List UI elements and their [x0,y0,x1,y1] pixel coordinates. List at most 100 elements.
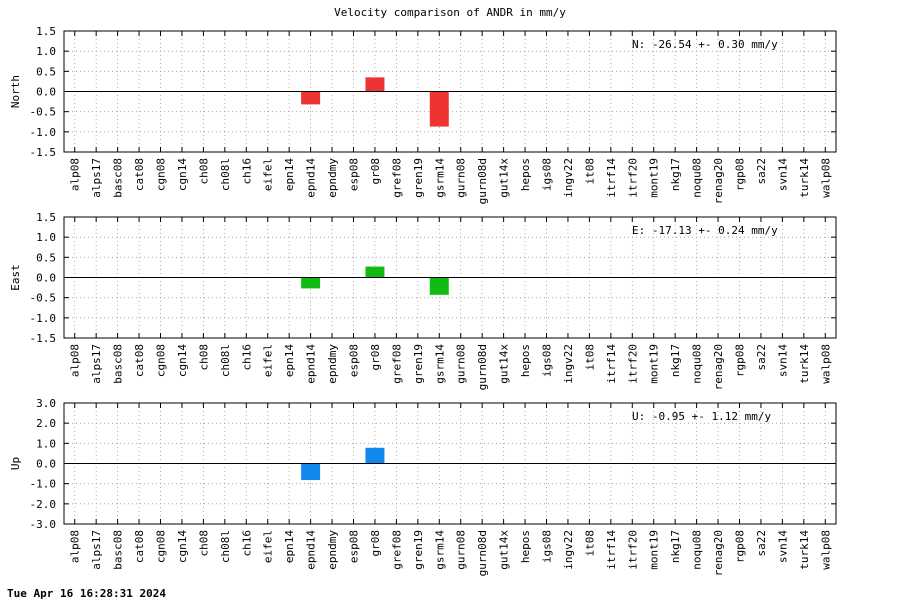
x-tick-label: epndmy [326,158,339,198]
x-tick-label: gref08 [390,530,403,570]
x-tick-label: noqu08 [691,344,704,384]
x-tick-label: gurn08 [455,344,468,384]
x-tick-label: epnd14 [305,158,318,198]
x-tick-label: ch08l [219,530,232,563]
x-tick-label: svn14 [776,158,789,191]
y-tick-label: 1.5 [36,211,56,224]
x-tick-label: cat08 [133,530,146,563]
x-tick-label: esp08 [348,530,361,563]
y-axis-label: Up [9,457,22,470]
x-tick-label: igs08 [541,344,554,377]
x-tick-label: walp08 [819,344,832,384]
x-tick-label: itrf20 [626,158,639,198]
x-tick-label: noqu08 [691,158,704,198]
x-tick-label: alp08 [69,158,82,191]
y-tick-label: -0.5 [30,292,57,305]
x-tick-label: cgn14 [176,530,189,563]
x-tick-label: ingv22 [562,530,575,570]
x-tick-label: sa22 [755,530,768,557]
x-tick-label: alp08 [69,530,82,563]
y-tick-label: -2.0 [30,498,57,511]
x-tick-label: it08 [583,344,596,371]
x-tick-label: gren19 [412,158,425,198]
x-tick-label: basc08 [112,530,125,570]
x-tick-label: cgn14 [176,344,189,377]
x-tick-label: esp08 [348,344,361,377]
x-tick-label: basc08 [112,158,125,198]
y-tick-label: 0.5 [36,65,56,78]
x-tick-label: gut14x [498,530,511,570]
x-tick-label: ch08l [219,158,232,191]
x-tick-label: it08 [583,530,596,557]
x-tick-label: alps17 [90,344,103,384]
x-tick-label: svn14 [776,530,789,563]
x-tick-label: turk14 [798,530,811,570]
x-tick-label: itrf14 [605,344,618,384]
bar-epnd14 [301,463,321,481]
y-tick-label: 1.0 [36,437,56,450]
x-tick-label: gsrm14 [433,530,446,570]
bar-gr08 [365,447,385,464]
x-tick-label: nkg17 [669,158,682,191]
x-tick-label: gurn08d [476,158,489,204]
x-tick-label: gren19 [412,344,425,384]
y-tick-label: -1.5 [30,146,57,159]
x-tick-label: walp08 [819,530,832,570]
x-tick-label: eifel [262,158,275,191]
y-tick-label: -1.0 [30,126,57,139]
x-tick-label: epnd14 [305,530,318,570]
x-tick-label: gsrm14 [433,158,446,198]
y-tick-label: -0.5 [30,106,57,119]
x-tick-label: nkg17 [669,530,682,563]
x-tick-label: ingv22 [562,344,575,384]
x-tick-label: ch16 [240,530,253,557]
x-tick-label: ch16 [240,344,253,371]
x-tick-label: cgn08 [155,158,168,191]
x-tick-label: gurn08d [476,530,489,576]
x-tick-label: gren19 [412,530,425,570]
y-tick-label: 1.0 [36,45,56,58]
x-tick-label: alps17 [90,158,103,198]
x-tick-label: gut14x [498,344,511,384]
bar-gr08 [365,77,385,92]
bar-gr08 [365,266,385,278]
x-tick-label: mont19 [648,344,661,384]
bar-epnd14 [301,91,321,105]
x-tick-label: nkg17 [669,344,682,377]
y-tick-label: 0.0 [36,86,56,99]
x-tick-label: eifel [262,530,275,563]
x-tick-label: renag20 [712,158,725,204]
x-tick-label: mont19 [648,158,661,198]
x-tick-label: eifel [262,344,275,377]
velocity-annotation: N: -26.54 +- 0.30 mm/y [632,38,778,51]
y-tick-label: 3.0 [36,397,56,410]
x-tick-label: cat08 [133,344,146,377]
x-tick-label: turk14 [798,344,811,384]
x-tick-label: gref08 [390,158,403,198]
chart-title: Velocity comparison of ANDR in mm/y [334,6,566,19]
plot-frame [63,402,837,525]
x-tick-label: gr08 [369,158,382,185]
x-tick-label: gref08 [390,344,403,384]
x-tick-label: renag20 [712,530,725,576]
y-tick-label: -1.5 [30,332,57,345]
x-tick-label: ch08l [219,344,232,377]
x-tick-label: gut14x [498,158,511,198]
x-tick-label: ch08 [197,158,210,185]
x-tick-label: gurn08d [476,344,489,390]
bar-gsrm14 [429,91,449,127]
x-tick-label: ch08 [197,530,210,557]
timestamp: Tue Apr 16 16:28:31 2024 [7,587,166,600]
x-tick-label: epn14 [283,530,296,563]
x-tick-label: alp08 [69,344,82,377]
velocity-annotation: E: -17.13 +- 0.24 mm/y [632,224,778,237]
y-tick-label: 1.0 [36,231,56,244]
x-tick-label: mont19 [648,530,661,570]
y-tick-label: 0.0 [36,458,56,471]
x-tick-label: cat08 [133,158,146,191]
x-tick-label: svn14 [776,344,789,377]
y-tick-label: 1.5 [36,25,56,38]
x-tick-label: itrf20 [626,530,639,570]
y-axis-label: North [9,75,22,108]
